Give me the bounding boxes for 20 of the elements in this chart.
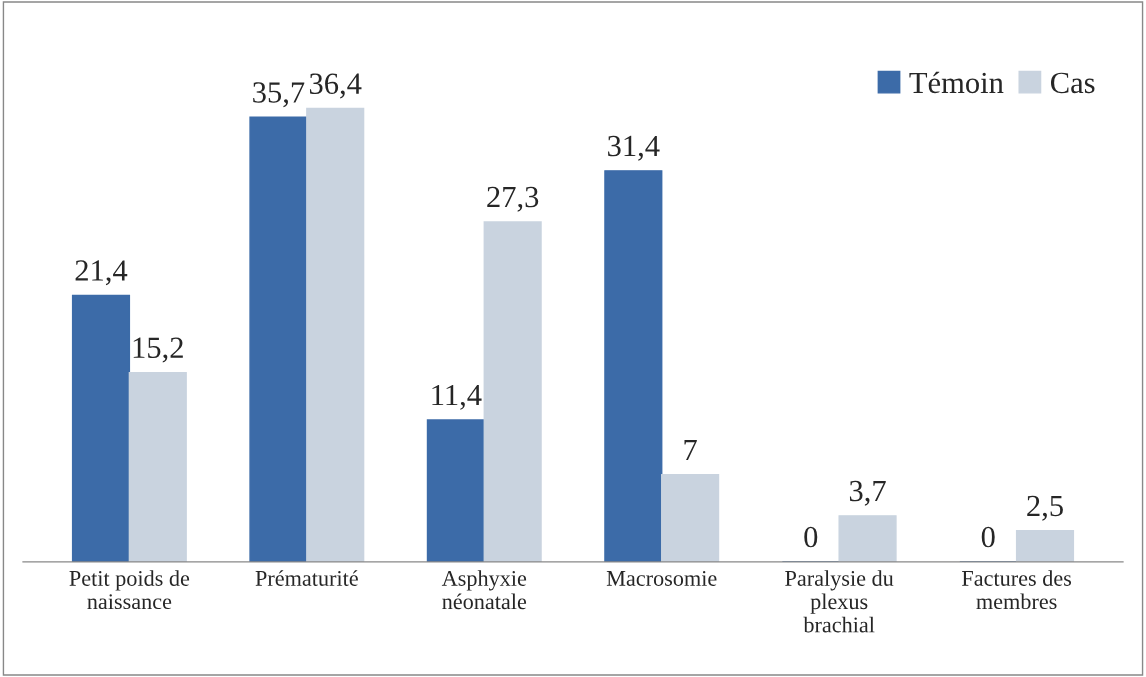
- legend-label: Cas: [1051, 72, 1095, 94]
- data-label: 15,2: [133, 337, 183, 363]
- data-label: 7: [684, 439, 697, 460]
- data-label: 21,4: [75, 260, 128, 286]
- data-label: 3,7: [849, 480, 886, 506]
- data-label: 31,4: [608, 135, 660, 161]
- legend-label: Témoin: [909, 71, 1004, 94]
- data-label: 36,4: [309, 73, 362, 99]
- data-label: 35,7: [253, 82, 305, 108]
- data-label: 0: [804, 526, 818, 548]
- data-label: 27,3: [487, 186, 539, 212]
- data-label: 11,4: [432, 384, 482, 410]
- data-label: 0: [981, 526, 995, 548]
- x-tick-label: Asphyxie néonatale: [441, 570, 527, 610]
- data-label: 2,5: [1027, 495, 1063, 521]
- x-tick-label: Paralysie du plexus brachial: [785, 570, 894, 633]
- x-tick-label: Prématurité: [255, 570, 358, 586]
- x-tick-label: Factures des membres: [962, 570, 1072, 610]
- x-tick-label: Macrosomie: [606, 570, 717, 586]
- x-tick-label: Petit poids de naissance: [69, 570, 190, 610]
